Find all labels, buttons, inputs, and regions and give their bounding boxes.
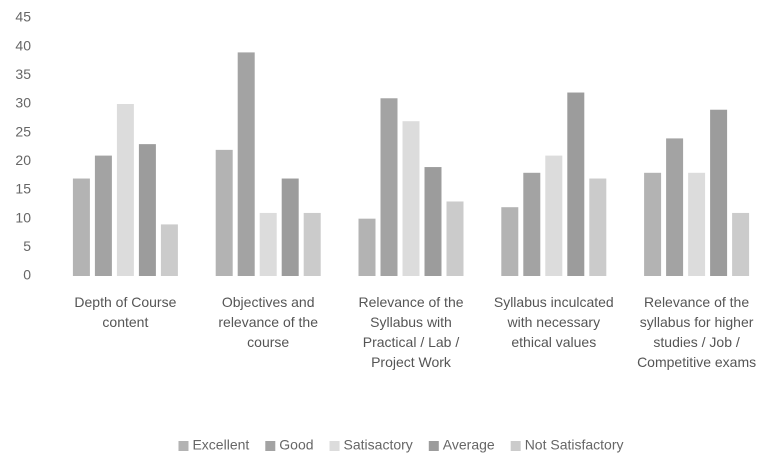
legend-label: Satisactory — [344, 437, 413, 453]
y-tick-label: 40 — [15, 37, 31, 53]
bar — [303, 212, 321, 276]
bar — [446, 201, 464, 276]
bar — [237, 52, 255, 277]
legend-label: Not Satisfactory — [525, 437, 624, 453]
legend-swatch — [428, 441, 439, 451]
legend-label: Good — [279, 437, 313, 453]
y-tick-label: 45 — [15, 9, 31, 25]
bar — [644, 172, 662, 276]
legend-swatch — [178, 441, 189, 451]
x-tick-label: Depth of Course content — [74, 294, 177, 330]
bar — [710, 109, 728, 276]
y-tick-label: 30 — [15, 95, 31, 111]
bar — [402, 121, 420, 276]
bar — [589, 178, 607, 276]
bar — [72, 178, 90, 276]
x-tick-label: Relevance of the Syllabus with Practical… — [358, 294, 464, 370]
x-tick-label: Objectives and relevance of the course — [218, 294, 318, 350]
legend-label: Excellent — [192, 437, 249, 453]
bar — [160, 224, 178, 276]
y-tick-label: 25 — [15, 123, 31, 139]
bar — [94, 155, 112, 276]
bar — [259, 212, 277, 276]
x-tick-label: Syllabus inculcated with necessary ethic… — [493, 294, 614, 350]
bar — [380, 98, 398, 277]
bar — [116, 104, 134, 276]
y-tick-label: 35 — [15, 66, 31, 82]
bar — [666, 138, 684, 276]
legend-swatch — [265, 441, 276, 451]
y-tick-label: 15 — [15, 181, 31, 197]
bar — [688, 172, 706, 276]
bar — [545, 155, 563, 276]
legend-label: Average — [443, 437, 495, 453]
bar — [138, 144, 156, 276]
bar — [281, 178, 299, 276]
y-tick-label: 5 — [23, 238, 31, 254]
legend-swatch — [329, 441, 340, 451]
bar — [523, 172, 541, 276]
bar — [501, 207, 519, 276]
bar — [732, 212, 750, 276]
y-tick-label: 20 — [15, 152, 31, 168]
y-tick-label: 0 — [23, 267, 31, 283]
bar — [215, 149, 233, 276]
bar — [358, 218, 376, 276]
x-tick-label: Relevance of the syllabus for higher stu… — [637, 294, 757, 370]
bar — [424, 167, 442, 276]
y-tick-label: 10 — [15, 209, 31, 225]
bar — [567, 92, 585, 277]
legend-swatch — [510, 441, 521, 451]
